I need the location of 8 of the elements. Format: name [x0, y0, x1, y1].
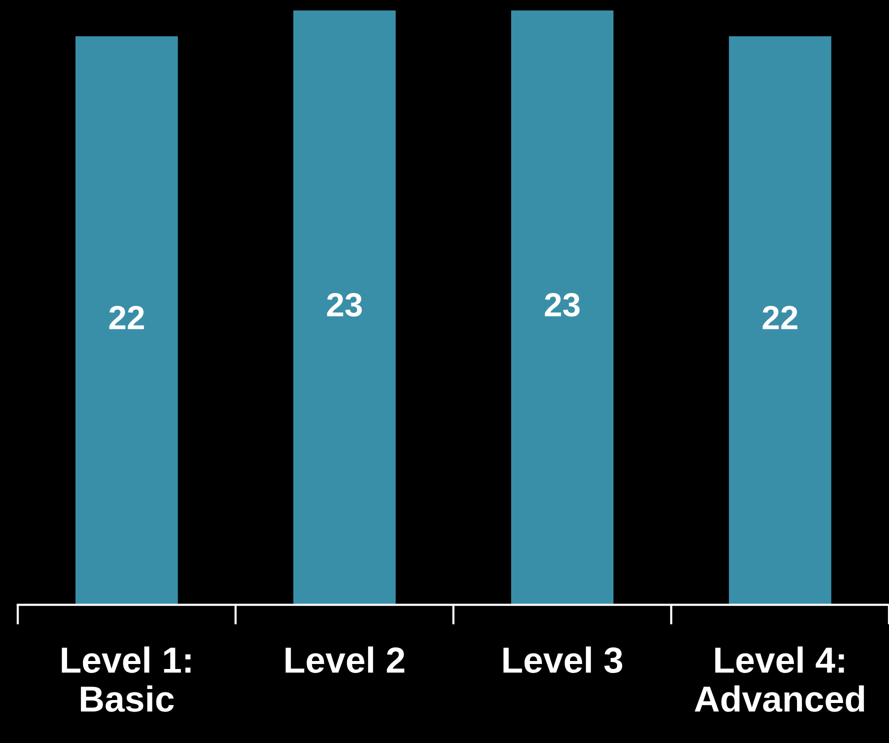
x-tick-label: Level 3	[503, 646, 622, 674]
data-label: 22	[109, 306, 144, 330]
x-tick-label: Level 2	[286, 646, 404, 673]
data-label: 23	[327, 292, 362, 317]
data-label: 23	[544, 292, 580, 317]
data-label: 22	[762, 306, 798, 330]
x-tick-label: Level 1: Basic	[62, 646, 190, 712]
x-tick-label: Level 4: Advanced	[694, 646, 864, 712]
